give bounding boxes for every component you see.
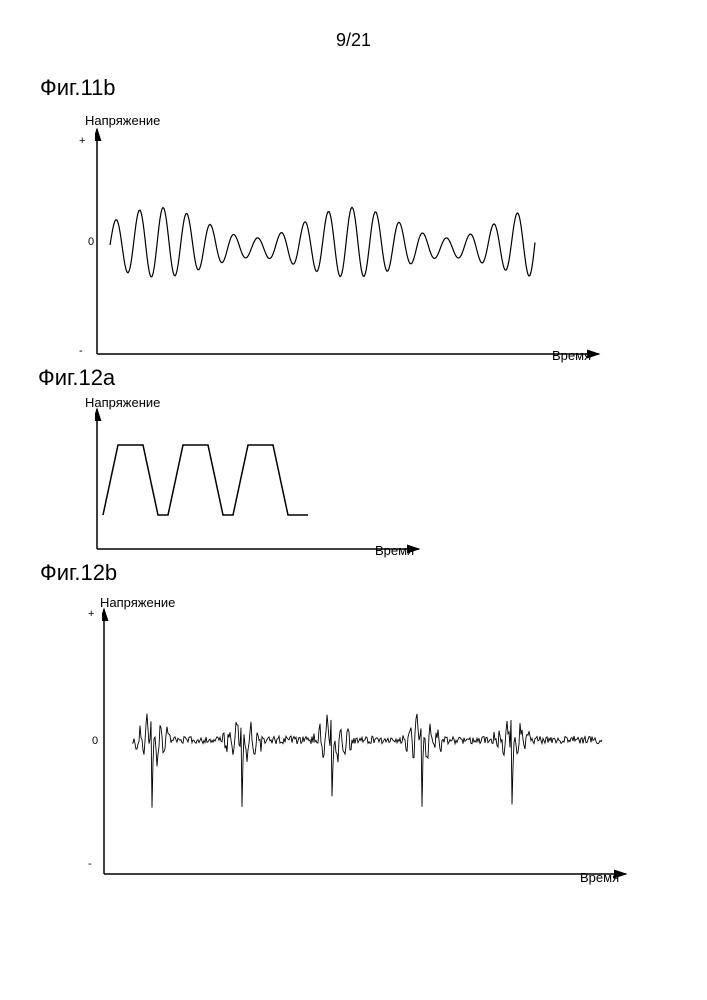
fig12b-neg: -: [88, 858, 92, 870]
fig12b-chart: [102, 605, 632, 880]
fig12a-chart: [95, 405, 425, 555]
fig12b-pos: +: [88, 608, 94, 620]
fig12b-origin: 0: [92, 735, 98, 747]
fig12b-label: Фиг.12b: [40, 560, 117, 586]
fig11b-label: Фиг.11b: [40, 75, 116, 101]
fig11b-pos: +: [79, 135, 85, 147]
fig11b-chart: [95, 125, 605, 360]
page-number: 9/21: [336, 30, 371, 51]
fig11b-origin: 0: [88, 236, 94, 248]
fig11b-neg: -: [79, 345, 83, 357]
fig12a-label: Фиг.12a: [38, 365, 115, 391]
